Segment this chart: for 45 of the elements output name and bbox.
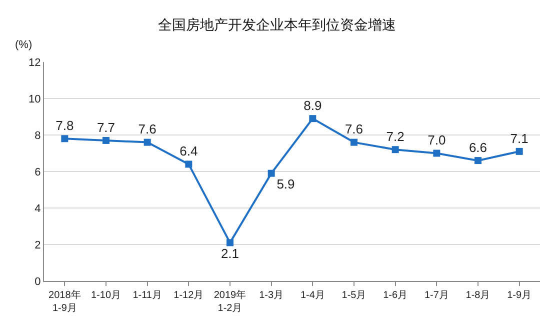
y-tick-label: 12 [28, 56, 41, 69]
data-label: 7.7 [96, 120, 116, 135]
x-tick-label: 1-9月 [507, 290, 532, 301]
point [144, 138, 151, 146]
y-tick-label: 0 [34, 276, 41, 288]
y-axis-title: (%) [15, 39, 32, 51]
x-tick-label: 1-12月 [174, 290, 204, 301]
point [309, 115, 316, 122]
data-label: 7.6 [138, 122, 156, 137]
chart-title: 全国房地产开发企业本年到位资金增速 [158, 16, 396, 33]
data-label: 6.4 [180, 144, 198, 159]
data-label: 5.9 [276, 176, 295, 192]
x-tick-label: 1-11月 [132, 290, 162, 301]
y-tick-label: 8 [34, 130, 41, 142]
data-label: 7.1 [510, 130, 528, 146]
x-tick-label: 1-5月 [342, 290, 366, 301]
x-tick-label: 2019年 1-2月 [214, 289, 246, 314]
point [474, 157, 482, 164]
x-tick-label: 1-10月 [90, 290, 122, 301]
point [350, 138, 358, 146]
x-tick-label: 1-3月 [259, 290, 284, 301]
point [61, 135, 68, 142]
x-tick-label: 1-7月 [424, 290, 449, 301]
y-tick-label: 6 [34, 166, 41, 178]
data-label: 7.2 [386, 128, 404, 144]
y-tick-label: 4 [34, 202, 41, 215]
data-label: 2.1 [220, 246, 240, 261]
data-label: 7.6 [344, 122, 364, 137]
data-label: 8.9 [304, 98, 322, 113]
x-tick-label: 1-4月 [300, 290, 325, 301]
point [392, 146, 399, 154]
point [516, 148, 523, 155]
point [433, 150, 440, 157]
point [268, 170, 275, 177]
x-tick-label: 1-8月 [466, 290, 490, 301]
x-tick-label: 2018年 1-9月 [48, 289, 81, 314]
data-label: 7.0 [428, 132, 446, 148]
y-tick-label: 10 [28, 93, 41, 106]
point [102, 136, 110, 144]
point [185, 160, 192, 168]
data-label: 6.6 [468, 140, 488, 155]
y-tick-label: 2 [34, 239, 41, 252]
x-tick-label: 1-6月 [383, 290, 408, 301]
point [226, 239, 234, 246]
data-label: 7.8 [56, 118, 74, 134]
